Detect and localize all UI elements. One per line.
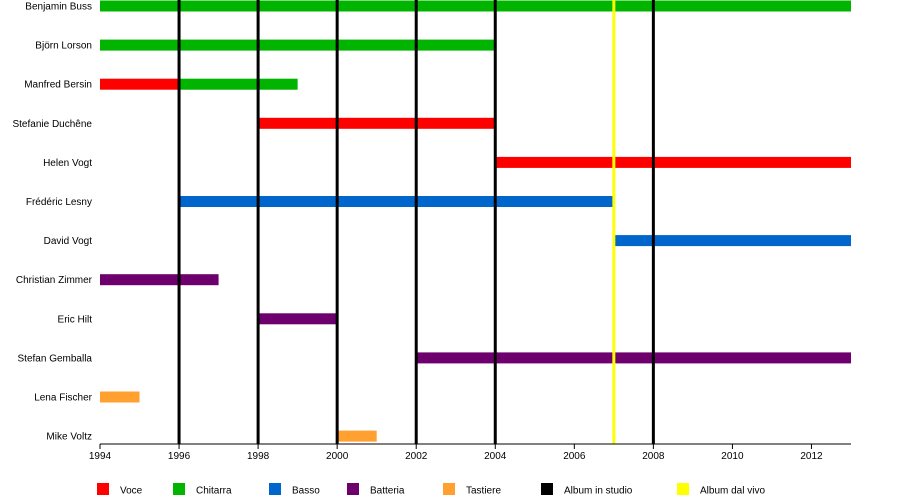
legend-label-tastiere: Tastiere (466, 486, 501, 497)
member-label: Björn Lorson (35, 41, 92, 52)
member-label: Lena Fischer (34, 393, 92, 404)
x-tick-label: 2012 (800, 451, 823, 462)
album-lines (177, 0, 655, 444)
legend-label-live: Album dal vivo (700, 486, 765, 497)
bar-chitarra (179, 78, 298, 90)
member-label: Christian Zimmer (16, 275, 93, 286)
legend-swatch-voce (97, 483, 109, 495)
bar-voce (258, 117, 496, 129)
x-tick-label: 2000 (326, 451, 349, 462)
x-tick-label: 2002 (405, 451, 428, 462)
member-label: Benjamin Buss (25, 2, 92, 13)
member-label: Eric Hilt (58, 314, 93, 325)
bar-basso (613, 235, 851, 247)
bar-batteria (258, 313, 338, 325)
legend-swatch-tastiere (443, 483, 455, 495)
legend-swatch-studio (541, 483, 553, 495)
member-rows: Benjamin Buss Björn Lorson Manfred Bersin S… (12, 0, 851, 443)
member-label: David Vogt (44, 236, 93, 247)
member-label: Frédéric Lesny (26, 197, 92, 208)
bar-batteria (416, 352, 851, 364)
bar-voce (100, 78, 180, 90)
x-tick-label: 1998 (247, 451, 270, 462)
member-label: Helen Vogt (43, 158, 92, 169)
x-axis: 1994 1996 1998 2000 2002 2004 2006 2008 2010 2012 (89, 443, 851, 462)
bar-tastiere (337, 430, 377, 442)
member-label: Stefan Gemballa (18, 353, 93, 364)
bar-batteria (100, 274, 219, 286)
legend-label-chitarra: Chitarra (196, 486, 232, 497)
x-tick-label: 2004 (484, 451, 507, 462)
legend-label-studio: Album in studio (564, 486, 633, 497)
legend-label-batteria: Batteria (370, 486, 405, 497)
x-tick-label: 1996 (168, 451, 191, 462)
bar-basso (179, 196, 614, 207)
legend-swatch-basso (269, 483, 281, 495)
bar-chitarra (100, 39, 496, 51)
x-tick-label: 1994 (89, 451, 112, 462)
legend-swatch-batteria (347, 483, 359, 495)
member-label: Manfred Bersin (24, 80, 92, 91)
x-tick-label: 2008 (642, 451, 665, 462)
bar-tastiere (100, 391, 140, 403)
bar-chitarra (100, 0, 851, 12)
legend-label-voce: Voce (120, 486, 143, 497)
legend-swatch-live (677, 483, 689, 495)
bar-voce (495, 156, 851, 168)
x-tick-label: 2010 (721, 451, 744, 462)
member-label: Mike Voltz (46, 432, 92, 443)
legend: Voce Chitarra Basso Batteria Tastiere Album i… (97, 483, 765, 497)
x-tick-label: 2006 (563, 451, 586, 462)
legend-swatch-chitarra (173, 483, 185, 495)
legend-label-basso: Basso (292, 486, 320, 497)
member-label: Stefanie Duchêne (12, 119, 92, 130)
